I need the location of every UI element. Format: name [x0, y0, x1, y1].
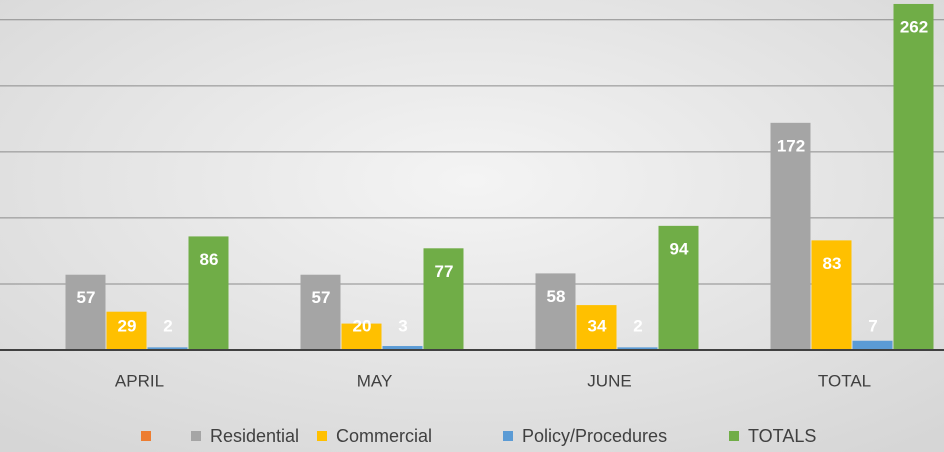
data-label: 29	[118, 316, 137, 335]
data-label: 77	[435, 262, 454, 281]
bar	[188, 236, 229, 350]
data-label: 57	[312, 288, 331, 307]
bar	[423, 248, 464, 350]
data-label: 94	[670, 239, 689, 258]
data-label: 7	[868, 316, 877, 335]
bar	[576, 305, 617, 350]
data-label: 57	[77, 288, 96, 307]
bar	[300, 274, 341, 350]
x-tick-label: APRIL	[115, 371, 164, 390]
x-tick-label: TOTAL	[818, 371, 871, 390]
data-label: 58	[547, 287, 566, 306]
bar	[382, 346, 423, 350]
bar	[147, 347, 188, 350]
x-tick-label: MAY	[357, 371, 393, 390]
bar	[811, 240, 852, 350]
legend-label: Commercial	[336, 426, 432, 446]
data-label: 3	[398, 316, 407, 335]
bar	[341, 323, 382, 350]
x-tick-label: JUNE	[587, 371, 631, 390]
legend-label: Residential	[210, 426, 299, 446]
bar	[893, 3, 934, 351]
data-label: 262	[900, 17, 928, 36]
bar	[106, 311, 147, 350]
bar	[770, 122, 811, 350]
bar	[852, 340, 893, 350]
data-label: 34	[588, 316, 607, 335]
legend-swatch	[317, 431, 327, 441]
data-label: 172	[777, 136, 805, 155]
legend-swatch	[141, 431, 151, 441]
data-label: 86	[200, 250, 219, 269]
data-label: 83	[823, 254, 842, 273]
bar	[535, 273, 576, 350]
bar	[617, 347, 658, 350]
legend-swatch	[503, 431, 513, 441]
data-label: 2	[633, 316, 642, 335]
legend-swatch	[191, 431, 201, 441]
legend-label: TOTALS	[748, 426, 816, 446]
bar	[65, 274, 106, 350]
legend-label: Policy/Procedures	[522, 426, 667, 446]
legend-swatch	[729, 431, 739, 441]
data-label: 20	[353, 316, 372, 335]
data-label: 2	[163, 316, 172, 335]
bar	[658, 225, 699, 350]
